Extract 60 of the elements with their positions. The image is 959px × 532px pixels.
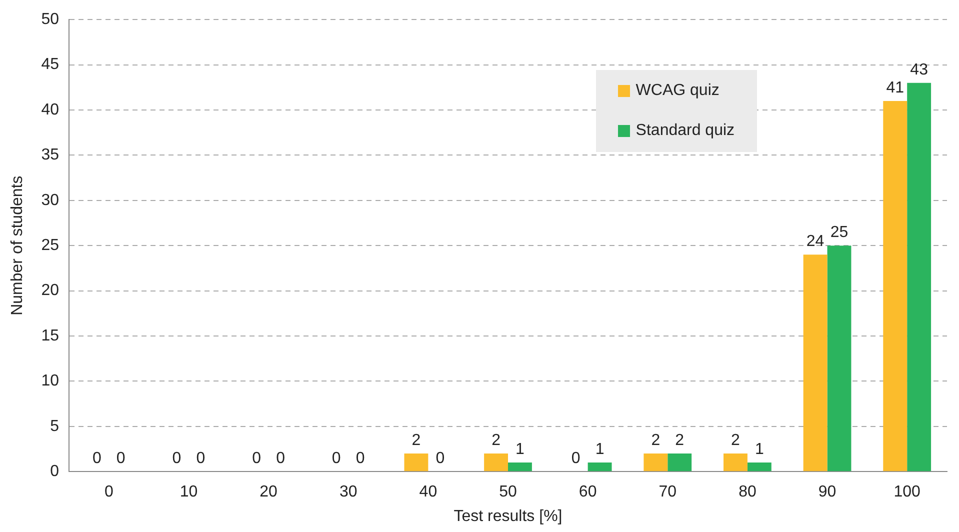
y-tick-label: 10 [41,372,60,390]
data-label: 0 [196,450,206,468]
y-tick-label: 0 [50,463,60,480]
x-tick-label: 60 [578,484,597,501]
x-tick-label: 50 [499,484,517,501]
data-label: 0 [276,450,286,468]
bar [404,454,428,472]
data-label: 25 [830,224,848,242]
x-tick-label: 30 [339,484,358,501]
x-tick-label: 90 [818,484,836,501]
y-tick-label: 40 [41,101,60,118]
bar [907,82,932,472]
bar [747,462,772,472]
x-tick-label: 0 [104,484,114,501]
data-label: 2 [492,432,501,449]
bar [883,100,908,472]
x-tick-label: 40 [419,484,438,501]
bar [588,462,612,472]
x-tick-label: 80 [738,484,756,501]
x-tick-label: 10 [180,484,198,501]
y-tick-label: 30 [41,192,60,209]
y-tick-label: 50 [41,11,60,28]
data-label: 0 [252,450,262,468]
bar [484,454,508,472]
data-label: 0 [332,450,341,468]
y-tick-label: 45 [41,56,60,74]
y-tick-label: 5 [50,418,60,435]
x-tick-label: 70 [658,484,677,501]
data-label: 24 [806,233,824,250]
data-label: 43 [910,61,928,78]
x-axis-title: Test results [%] [454,508,562,525]
data-label: 41 [886,79,904,96]
data-label: 2 [675,432,684,449]
data-label: 2 [651,432,660,449]
data-label: 1 [516,440,525,458]
bar [803,254,828,472]
y-tick-label: 25 [41,237,60,254]
data-label: 2 [731,432,740,449]
x-tick-label: 20 [260,484,278,501]
bar [827,246,852,472]
legend-label: Standard quiz [636,122,735,140]
data-label: 0 [571,450,580,468]
y-tick-label: 20 [41,282,60,300]
bar [668,454,692,472]
y-tick-label: 15 [41,327,60,344]
data-label: 0 [92,450,102,468]
legend-label: WCAG quiz [636,82,720,100]
x-tick-label: 100 [894,484,921,501]
data-label: 0 [116,450,126,468]
y-tick-label: 35 [41,146,60,164]
bar [644,454,668,472]
data-label: 2 [412,432,421,449]
data-label: 1 [595,440,604,458]
y-axis-title: Number of students [9,176,26,316]
data-label: 0 [356,450,365,468]
bar [724,454,748,472]
data-label: 0 [436,450,445,468]
bar [508,462,532,472]
data-label: 1 [754,440,764,458]
data-label: 0 [172,450,182,468]
